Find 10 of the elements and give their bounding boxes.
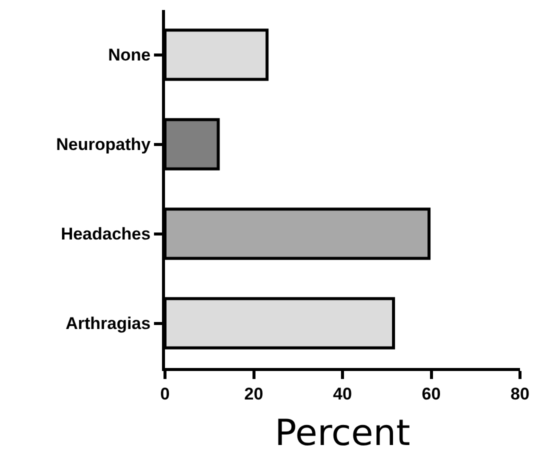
x-axis-title: Percent <box>274 413 410 454</box>
y-tick-label: Neuropathy <box>56 135 152 154</box>
x-tick-label: 20 <box>244 384 264 404</box>
y-tick-label: Headaches <box>60 224 151 244</box>
x-tick-label: 60 <box>422 384 441 404</box>
x-tick-label: 40 <box>333 384 352 404</box>
x-tick-label: 80 <box>510 384 530 404</box>
y-tick-label: None <box>108 46 151 65</box>
x-tick-label: 0 <box>160 384 170 404</box>
y-tick-label: Arthragias <box>66 314 151 334</box>
